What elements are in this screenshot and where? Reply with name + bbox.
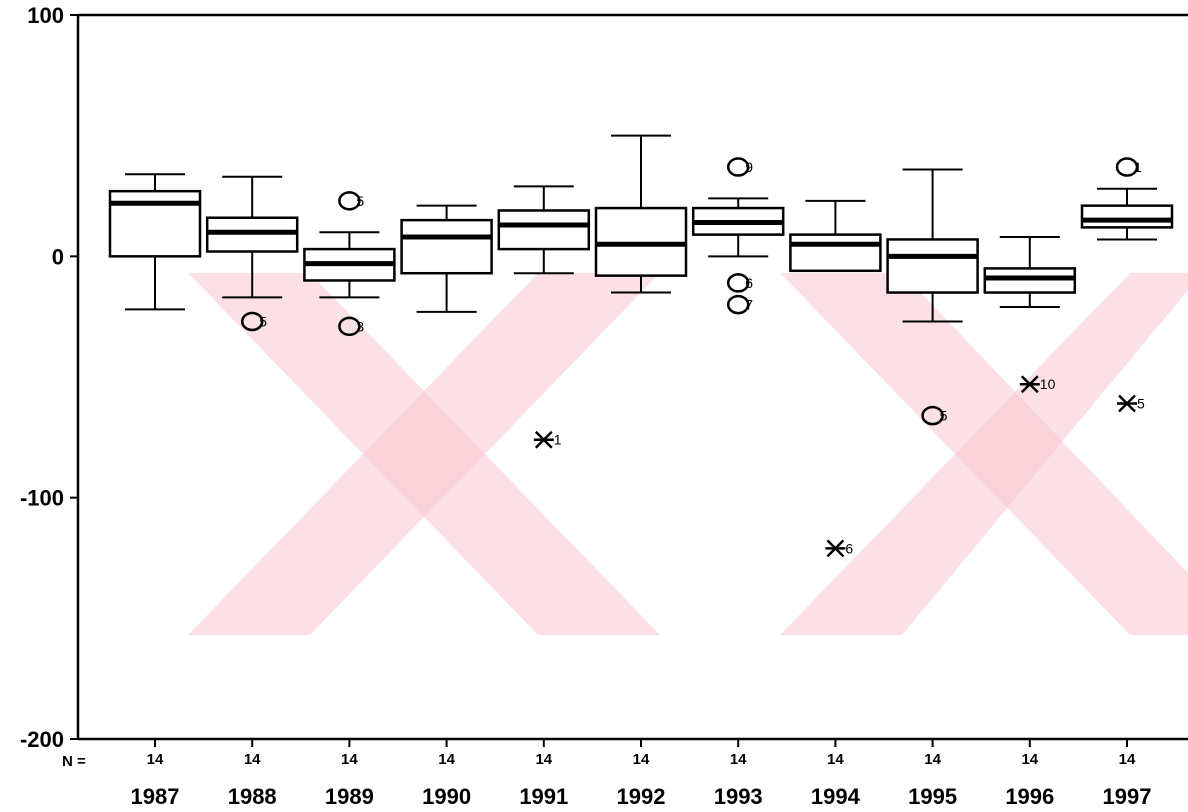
n-label: N = [62, 753, 86, 770]
outlier-label: 6 [745, 275, 753, 291]
n-count-label: 14 [633, 751, 650, 768]
n-count-label: 14 [730, 751, 747, 768]
x-tick-label: 1987 [131, 784, 180, 809]
n-count-label: 14 [827, 751, 844, 768]
outlier-circle-marker [921, 405, 944, 426]
box-iqr [400, 218, 493, 275]
x-tick-label: 1992 [617, 784, 666, 809]
x-tick-label: 1988 [228, 784, 277, 809]
extreme-label: 6 [845, 540, 853, 556]
n-count-label: 14 [535, 751, 552, 768]
x-tick-label: 1993 [714, 784, 763, 809]
box-iqr [886, 238, 979, 294]
x-tick-label: 1995 [908, 784, 957, 809]
box-iqr [1080, 204, 1174, 229]
x-tick-label: 1990 [422, 784, 471, 809]
outlier-circle-marker [726, 294, 750, 315]
outlier-circle-marker [726, 157, 750, 177]
outlier-circle-marker [338, 191, 361, 211]
outlier-circle-marker [726, 273, 750, 293]
n-count-label: 14 [1021, 751, 1038, 768]
outlier-label: 3 [356, 318, 364, 334]
outlier-label: 5 [259, 313, 267, 329]
watermark [188, 273, 1188, 635]
box-iqr [497, 209, 591, 251]
extreme-label: 10 [1040, 376, 1056, 392]
outlier-label: 7 [745, 297, 753, 313]
n-count-label: 14 [147, 751, 164, 768]
box-iqr [789, 233, 882, 273]
outlier-circle-marker [1115, 157, 1139, 177]
x-tick-label: 1991 [519, 784, 568, 809]
y-tick-label: -100 [20, 486, 64, 511]
n-count-label: 14 [924, 751, 941, 768]
y-tick-label: 0 [52, 244, 64, 269]
x-tick-label: 1994 [811, 784, 861, 809]
outlier-label: 1 [1134, 159, 1142, 175]
extreme-label: 1 [554, 432, 562, 448]
n-count-label: 14 [1119, 751, 1136, 768]
y-tick-label: 100 [27, 3, 64, 28]
x-tick-label: 1997 [1103, 784, 1152, 809]
n-count-label: 14 [438, 751, 455, 768]
x-tick-label: 1996 [1005, 784, 1054, 809]
n-count-label: 14 [244, 751, 261, 768]
outlier-label: 5 [940, 408, 948, 424]
extreme-label: 5 [1137, 396, 1145, 412]
outlier-label: 9 [745, 159, 753, 175]
n-count-label: 14 [341, 751, 358, 768]
y-tick-label: -200 [20, 727, 64, 752]
x-tick-label: 1989 [325, 784, 374, 809]
outlier-circle-marker [338, 316, 361, 337]
outlier-label: 5 [356, 193, 364, 209]
outlier-circle-marker [240, 311, 264, 332]
